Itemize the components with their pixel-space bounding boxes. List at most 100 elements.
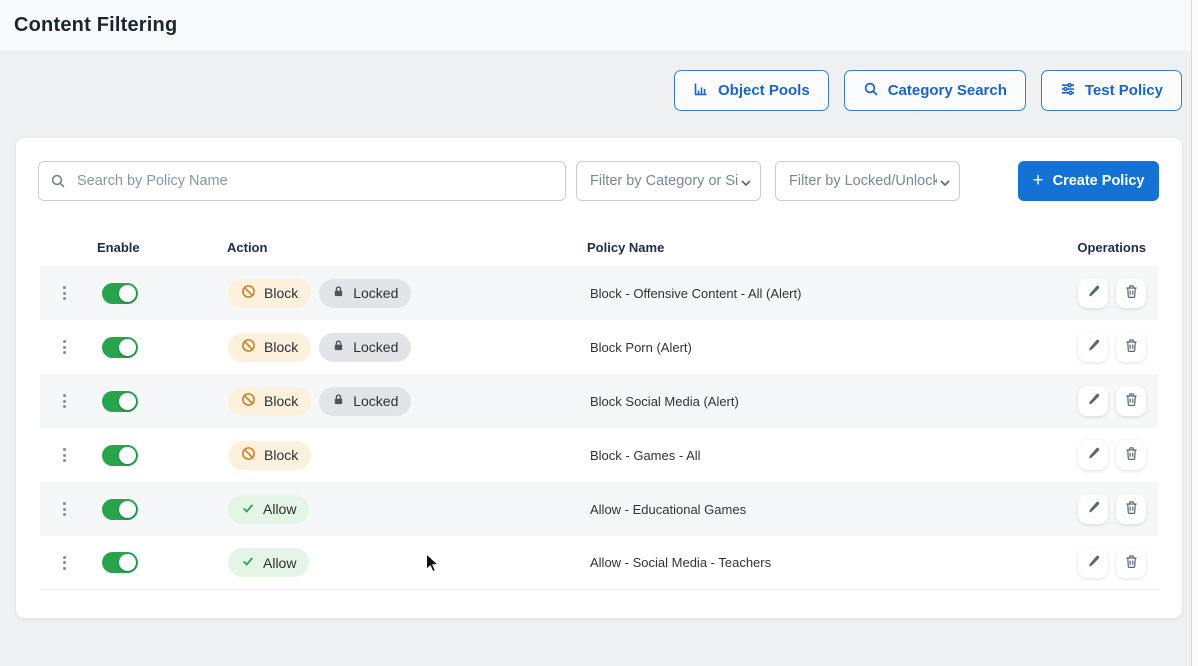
- check-icon: [241, 554, 255, 571]
- operations-cell: [1068, 386, 1158, 416]
- policy-name: Allow - Social Media - Teachers: [590, 555, 772, 570]
- action-badge-block: Block: [228, 440, 312, 470]
- pencil-icon: [1086, 446, 1101, 464]
- table-row: Block Block - Games - All: [40, 428, 1158, 482]
- action-cell: Block Locked: [218, 278, 578, 308]
- action-badge-block: Block: [228, 332, 312, 362]
- lock-icon: [332, 285, 345, 301]
- category-search-button[interactable]: Category Search: [843, 70, 1026, 111]
- header-operations: Operations: [1077, 240, 1146, 255]
- pencil-icon: [1086, 500, 1101, 518]
- delete-button[interactable]: [1116, 440, 1146, 470]
- delete-button[interactable]: [1116, 332, 1146, 362]
- operations-cell: [1068, 440, 1158, 470]
- drag-handle-icon[interactable]: [59, 444, 70, 466]
- create-policy-button[interactable]: + Create Policy: [1018, 161, 1159, 201]
- pencil-icon: [1086, 554, 1101, 572]
- filter-controls: Filter by Category or Sig Filter by Lock…: [16, 138, 1182, 201]
- scrollbar[interactable]: [1191, 0, 1198, 666]
- table-row: Block Locked Block - Offensive Content -…: [40, 266, 1158, 320]
- action-badge-block: Block: [228, 278, 312, 308]
- search-input[interactable]: [38, 161, 566, 201]
- locked-badge-label: Locked: [353, 285, 399, 301]
- trash-icon: [1124, 284, 1139, 302]
- edit-button[interactable]: [1078, 547, 1108, 578]
- sliders-icon: [1060, 81, 1076, 101]
- operations-cell: [1068, 494, 1158, 524]
- drag-handle-icon[interactable]: [59, 282, 70, 304]
- test-policy-button[interactable]: Test Policy: [1040, 70, 1182, 111]
- edit-button[interactable]: [1078, 278, 1108, 308]
- operations-cell: [1068, 547, 1158, 578]
- table-header-row: Enable Action Policy Name Operations: [40, 229, 1158, 266]
- enable-toggle[interactable]: [102, 498, 138, 520]
- enable-toggle[interactable]: [102, 552, 138, 573]
- policy-name: Allow - Educational Games: [590, 501, 747, 517]
- chart-icon: [693, 81, 709, 101]
- category-filter-dropdown[interactable]: Filter by Category or Sig: [576, 161, 761, 201]
- header-enable: Enable: [97, 240, 140, 255]
- drag-handle-icon[interactable]: [59, 390, 70, 412]
- category-filter-label: Filter by Category or Sig: [590, 173, 738, 189]
- lock-icon: [332, 393, 345, 409]
- pencil-icon: [1086, 338, 1101, 356]
- trash-icon: [1124, 338, 1139, 356]
- operations-cell: [1068, 278, 1158, 308]
- block-icon: [241, 284, 256, 302]
- drag-handle-icon[interactable]: [59, 336, 70, 358]
- action-badge-label: Block: [264, 339, 299, 355]
- delete-button[interactable]: [1116, 547, 1146, 578]
- enable-toggle[interactable]: [102, 444, 138, 466]
- enable-toggle[interactable]: [102, 390, 138, 412]
- locked-badge-label: Locked: [353, 339, 399, 355]
- plus-icon: +: [1032, 169, 1044, 191]
- test-policy-label: Test Policy: [1084, 82, 1163, 99]
- block-icon: [241, 446, 256, 464]
- edit-button[interactable]: [1078, 494, 1108, 524]
- enable-toggle[interactable]: [102, 336, 138, 358]
- action-badge-block: Block: [228, 386, 312, 416]
- action-badge-label: Allow: [263, 554, 297, 571]
- header-policy-name: Policy Name: [587, 240, 665, 255]
- action-badge-label: Block: [264, 285, 299, 301]
- drag-handle-icon[interactable]: [59, 498, 70, 520]
- drag-handle-icon[interactable]: [59, 552, 70, 574]
- category-search-label: Category Search: [887, 82, 1007, 99]
- policy-name: Block - Offensive Content - All (Alert): [590, 285, 802, 301]
- edit-button[interactable]: [1078, 332, 1108, 362]
- block-icon: [241, 338, 256, 356]
- action-badge-label: Block: [264, 393, 299, 409]
- locked-filter-label: Filter by Locked/Unlocke: [789, 173, 937, 189]
- locked-badge: Locked: [319, 332, 412, 362]
- action-badge-label: Block: [264, 447, 299, 463]
- page-title: Content Filtering: [14, 14, 178, 36]
- delete-button[interactable]: [1116, 278, 1146, 308]
- policy-name: Block - Games - All: [590, 447, 701, 463]
- table-row: Block Locked Block Porn (Alert): [40, 320, 1158, 374]
- header-action: Action: [227, 240, 268, 255]
- operations-cell: [1068, 332, 1158, 362]
- action-cell: Block Locked: [218, 386, 578, 416]
- action-cell: Block Locked: [218, 332, 578, 362]
- table-row: Block Locked Block Social Media (Alert): [40, 374, 1158, 428]
- locked-badge: Locked: [319, 386, 412, 416]
- enable-toggle[interactable]: [102, 282, 138, 304]
- edit-button[interactable]: [1078, 386, 1108, 416]
- object-pools-button[interactable]: Object Pools: [674, 70, 829, 111]
- trash-icon: [1124, 554, 1139, 572]
- check-icon: [241, 501, 255, 518]
- object-pools-label: Object Pools: [718, 82, 810, 99]
- delete-button[interactable]: [1116, 386, 1146, 416]
- delete-button[interactable]: [1116, 494, 1146, 524]
- table-body: Block Locked Block - Offensive Content -…: [40, 266, 1158, 590]
- pencil-icon: [1086, 284, 1101, 302]
- table-row: Allow Allow - Social Media - Teachers: [40, 536, 1158, 590]
- lock-icon: [332, 339, 345, 355]
- locked-filter-dropdown[interactable]: Filter by Locked/Unlocke: [775, 161, 960, 201]
- policy-card: Filter by Category or Sig Filter by Lock…: [16, 138, 1182, 618]
- pencil-icon: [1086, 392, 1101, 410]
- edit-button[interactable]: [1078, 440, 1108, 470]
- create-policy-label: Create Policy: [1052, 173, 1145, 189]
- locked-badge: Locked: [319, 278, 412, 308]
